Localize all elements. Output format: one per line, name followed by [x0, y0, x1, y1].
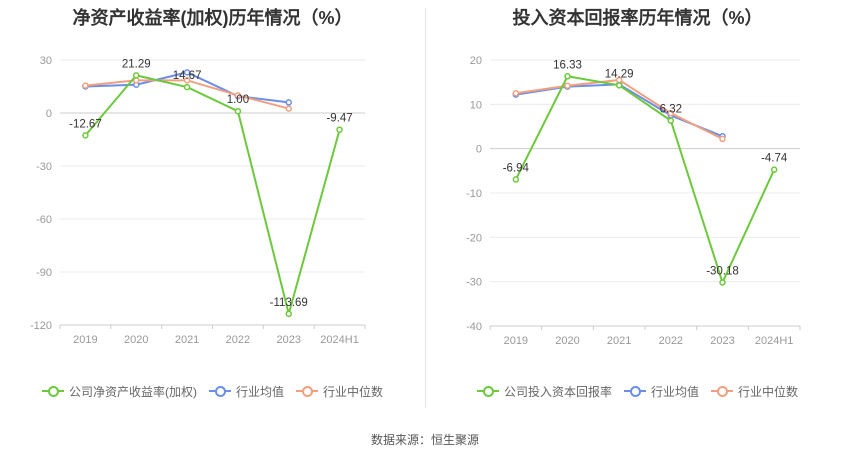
y-tick-label: -30 — [36, 161, 52, 173]
legend-label-company-roe: 公司净资产收益率(加权) — [68, 384, 197, 399]
panel-divider — [425, 8, 426, 408]
legend-marker-company — [476, 385, 499, 397]
legend-label-industry-avg: 行业均值 — [650, 384, 699, 399]
data-label: -30.18 — [706, 265, 739, 277]
y-tick-label: 0 — [46, 108, 52, 120]
y-tick-label: -40 — [466, 321, 482, 333]
data-point-company[interactable] — [285, 310, 292, 318]
roe-chart-title: 净资产收益率(加权)历年情况（%） — [72, 8, 353, 28]
x-tick-label: 2023 — [277, 334, 301, 346]
legend-marker-industry-median — [296, 385, 318, 397]
data-label: -6.94 — [503, 162, 530, 174]
data-point-industry_median[interactable] — [667, 109, 675, 117]
legend-item-industry-avg[interactable]: 行业均值 — [208, 383, 284, 400]
y-tick-label: -10 — [466, 188, 482, 200]
data-label: 16.33 — [553, 59, 582, 71]
data-label: 21.29 — [122, 58, 151, 70]
legend-label-industry-median: 行业中位数 — [738, 384, 799, 399]
x-tick-label: 2020 — [555, 335, 579, 347]
data-point-company[interactable] — [564, 73, 571, 80]
data-point-industry_avg[interactable] — [285, 99, 292, 106]
data-source-note: 数据来源：恒生聚源 — [370, 433, 479, 447]
series-line-company — [84, 74, 341, 318]
legend-label-industry-avg: 行业均值 — [235, 384, 284, 399]
y-tick-label: 20 — [470, 55, 482, 67]
roe-chart-panel: 净资产收益率(加权)历年情况（%） 30 0 -30 -60 -90 -120 2019 20… — [0, 0, 425, 410]
legend-item-company-roic[interactable]: 公司投入资本回报率 — [476, 383, 612, 400]
legend-item-company-roe[interactable]: 公司净资产收益率(加权) — [41, 383, 197, 400]
x-tick-label: 2021 — [607, 335, 631, 347]
y-tick-label: 10 — [470, 99, 482, 111]
data-label: 14.67 — [173, 70, 202, 82]
y-tick-label: -120 — [30, 320, 52, 332]
data-point-company[interactable] — [133, 72, 140, 79]
data-point-company[interactable] — [234, 107, 242, 115]
data-label: -4.74 — [761, 153, 788, 165]
legend-marker-industry-avg — [208, 385, 231, 397]
x-tick-label: 2020 — [124, 334, 148, 346]
data-point-company[interactable] — [82, 132, 89, 139]
data-point-company[interactable] — [667, 117, 675, 124]
data-point-industry_median[interactable] — [183, 77, 191, 84]
roic-chart-title: 投入资本回报率历年情况（%） — [512, 8, 763, 28]
data-label: -12.67 — [69, 118, 102, 130]
x-tick-label: 2019 — [504, 335, 528, 347]
legend-item-industry-median[interactable]: 行业中位数 — [296, 383, 383, 400]
legend-item-industry-avg[interactable]: 行业均值 — [623, 383, 699, 400]
data-label: 6.32 — [660, 104, 682, 116]
x-tick-label: 2024H1 — [755, 335, 794, 347]
data-point-industry_median[interactable] — [719, 135, 726, 143]
legend-label-industry-median: 行业中位数 — [323, 384, 384, 399]
x-tick-label: 2023 — [710, 335, 734, 347]
data-label: -9.47 — [326, 113, 352, 125]
data-point-company[interactable] — [183, 83, 191, 91]
x-tick-label: 2024H1 — [320, 334, 359, 346]
data-point-company[interactable] — [615, 82, 623, 89]
y-tick-label: -90 — [36, 267, 52, 279]
data-point-industry_median[interactable] — [82, 82, 89, 89]
legend-marker-industry-median — [711, 385, 733, 397]
x-tick-label: 2022 — [659, 335, 683, 347]
data-label: 1.00 — [227, 94, 249, 106]
roic-chart-panel: 投入资本回报率历年情况（%） 20 10 0 -10 -20 -30 -40 2019 2020… — [425, 0, 850, 410]
roe-chart-legend: 公司净资产收益率(加权) 行业均值 行业中位数 — [0, 381, 425, 401]
data-point-industry_median[interactable] — [234, 92, 242, 99]
y-tick-label: -30 — [466, 277, 482, 289]
data-point-company[interactable] — [719, 279, 726, 286]
legend-marker-company — [41, 385, 64, 397]
data-point-industry_median[interactable] — [285, 105, 292, 112]
data-point-company[interactable] — [770, 166, 778, 173]
roe-line-chart: 30 0 -30 -60 -90 -120 2019 2020 2021 2022 2023 2024… — [30, 55, 366, 346]
legend-item-industry-median[interactable]: 行业中位数 — [711, 383, 798, 400]
series-line-industry_median — [515, 78, 723, 140]
series-line-industry_avg — [515, 83, 723, 138]
data-label: 14.29 — [605, 68, 634, 80]
y-tick-label: -60 — [36, 214, 52, 226]
x-tick-label: 2019 — [73, 334, 97, 346]
y-tick-label: 0 — [476, 144, 482, 156]
x-tick-label: 2022 — [226, 334, 250, 346]
data-point-industry_median[interactable] — [512, 90, 520, 97]
y-tick-label: 30 — [40, 55, 52, 67]
data-point-industry_avg[interactable] — [183, 69, 191, 76]
data-point-company[interactable] — [336, 126, 343, 133]
legend-marker-industry-avg — [623, 385, 646, 397]
data-label: -113.69 — [270, 297, 308, 309]
roic-line-chart: 20 10 0 -10 -20 -30 -40 2019 2020 2021 2022 2023 202… — [466, 55, 801, 347]
y-tick-label: -20 — [466, 232, 482, 244]
x-tick-label: 2021 — [175, 334, 199, 346]
series-line-company — [514, 75, 776, 286]
data-point-industry_median[interactable] — [564, 82, 571, 89]
roic-chart-legend: 公司投入资本回报率 行业均值 行业中位数 — [425, 381, 850, 401]
data-point-company[interactable] — [512, 176, 520, 183]
legend-label-company-roic: 公司投入资本回报率 — [503, 384, 612, 399]
